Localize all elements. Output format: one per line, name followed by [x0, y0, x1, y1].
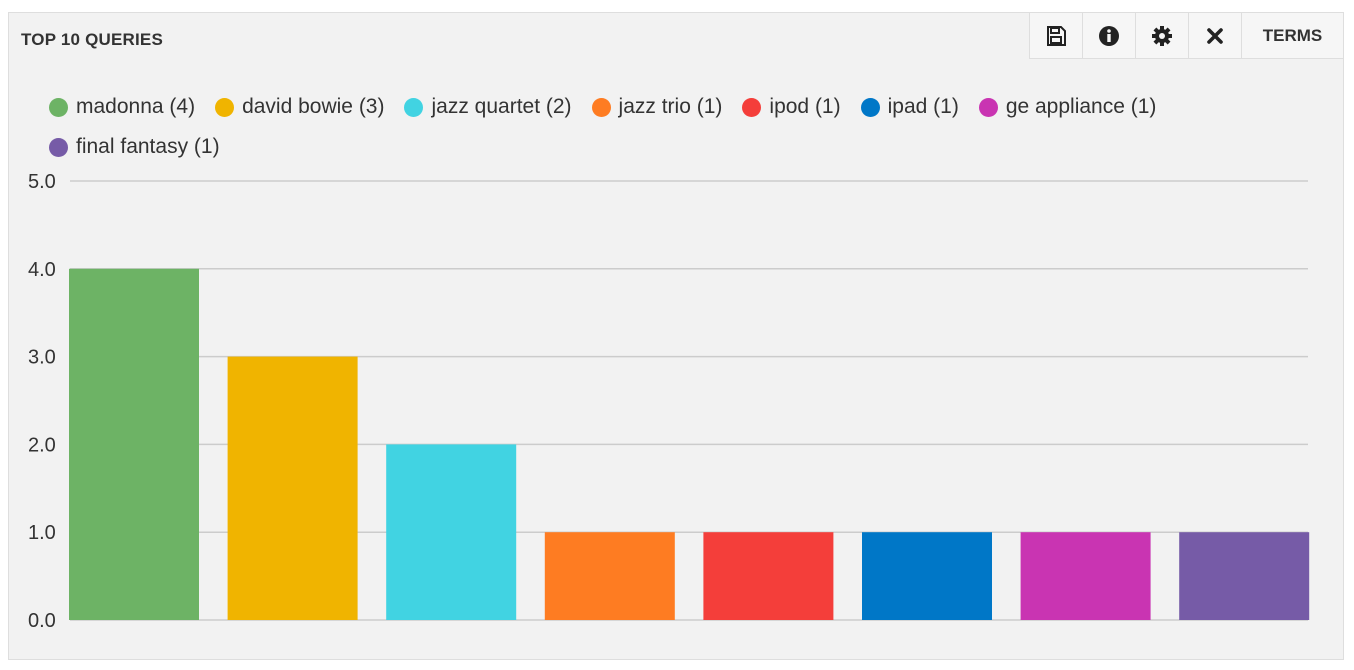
legend-label: ipad (1)	[887, 95, 959, 118]
panel-header: TOP 10 QUERIES	[9, 13, 1343, 61]
legend-swatch	[978, 97, 998, 117]
legend-swatch	[49, 137, 68, 157]
legend-swatch	[591, 97, 611, 117]
legend-swatch	[404, 97, 424, 117]
y-tick-label: 4.0	[28, 259, 56, 281]
legend-row: final fantasy (1)	[49, 127, 1299, 167]
y-tick-label: 3.0	[28, 347, 56, 369]
legend-swatch	[49, 97, 68, 117]
bar-ipod[interactable]	[703, 532, 834, 620]
bar-jazz-quartet[interactable]	[386, 444, 517, 620]
bar-final-fantasy[interactable]	[1179, 532, 1310, 620]
bar-madonna[interactable]	[69, 268, 199, 620]
legend-row: madonna (4) david bowie (3) jazz quartet (…	[49, 87, 1299, 127]
save-button[interactable]	[1029, 13, 1082, 59]
bar-ge-appliance[interactable]	[1020, 532, 1151, 620]
legend-item[interactable]: jazz quartet (2)	[404, 95, 572, 119]
bar-david-bowie[interactable]	[227, 356, 358, 620]
bar-jazz-trio[interactable]	[544, 532, 675, 620]
legend-item[interactable]: jazz trio (1)	[591, 95, 723, 119]
legend-swatch	[215, 97, 235, 117]
close-button[interactable]	[1188, 13, 1241, 59]
panel-title: TOP 10 QUERIES	[21, 30, 164, 49]
y-tick-label: 1.0	[28, 522, 56, 544]
settings-button[interactable]	[1135, 13, 1188, 59]
info-button[interactable]	[1082, 13, 1135, 59]
save-icon	[1047, 25, 1066, 46]
legend-label: madonna (4)	[76, 95, 196, 118]
terms-button[interactable]: TERMS	[1241, 13, 1343, 59]
gear-icon	[1152, 25, 1172, 46]
legend-label: jazz quartet (2)	[431, 95, 572, 118]
legend-item[interactable]: ipod (1)	[742, 95, 841, 119]
legend-label: ipod (1)	[769, 95, 841, 118]
legend-label: ge appliance (1)	[1005, 95, 1157, 118]
y-tick-label: 5.0	[28, 171, 56, 193]
chart-legend: madonna (4) david bowie (3) jazz quartet (…	[49, 87, 1299, 167]
bar-ipad[interactable]	[862, 532, 992, 620]
legend-swatch	[742, 97, 762, 117]
legend-item[interactable]: ge appliance (1)	[978, 95, 1157, 119]
panel-toolbar: TERMS	[1029, 13, 1343, 61]
legend-swatch	[860, 97, 880, 117]
y-tick-label: 2.0	[28, 434, 56, 456]
legend-item[interactable]: david bowie (3)	[215, 95, 384, 119]
legend-label: jazz trio (1)	[618, 95, 723, 118]
y-tick-label: 0.0	[28, 610, 56, 632]
legend-item[interactable]: final fantasy (1)	[49, 135, 220, 159]
close-icon	[1207, 27, 1223, 44]
info-icon	[1099, 25, 1119, 46]
legend-label: final fantasy (1)	[76, 135, 220, 158]
legend-label: david bowie (3)	[242, 95, 385, 118]
legend-item[interactable]: madonna (4)	[49, 95, 195, 119]
legend-item[interactable]: ipad (1)	[860, 95, 959, 119]
